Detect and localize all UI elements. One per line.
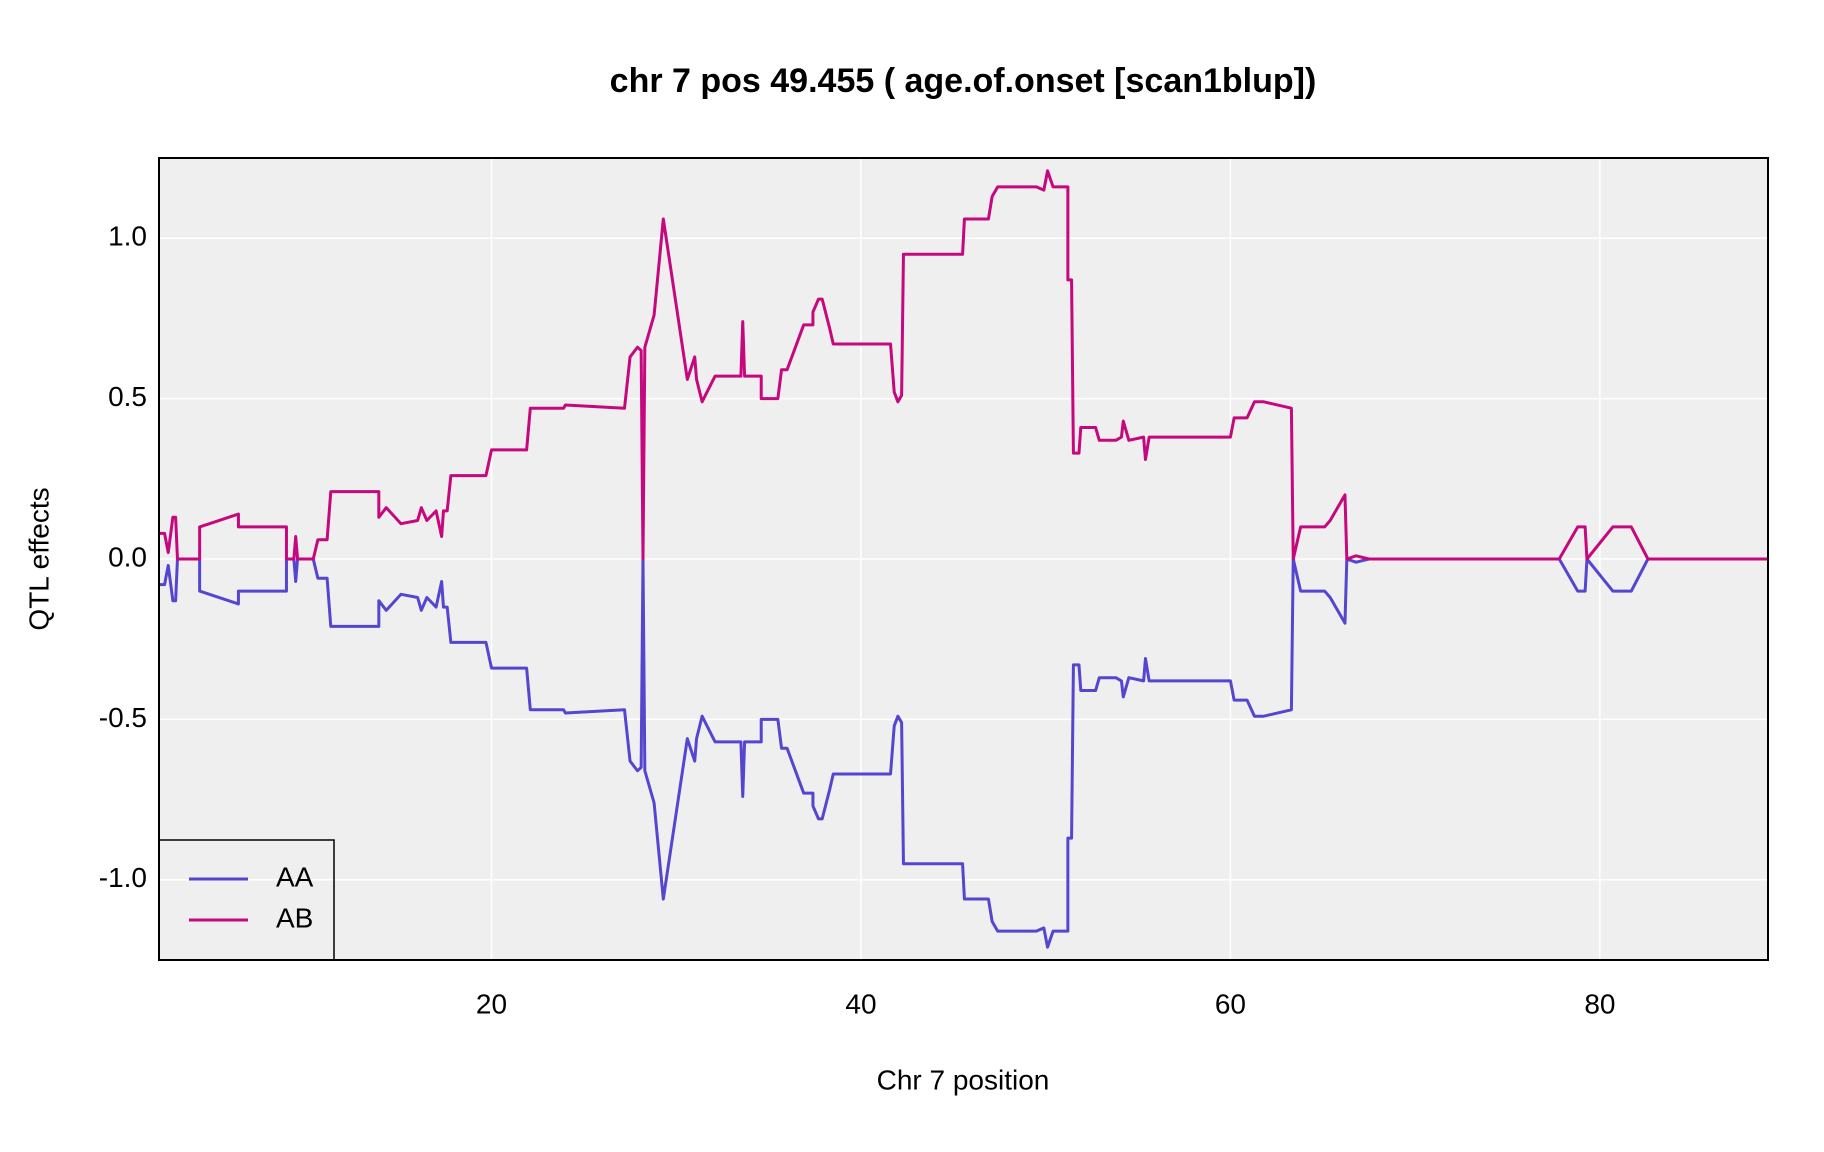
- series-line: [159, 169, 1768, 561]
- x-axis-label: Chr 7 position: [877, 1064, 1050, 1095]
- y-axis-label: QTL effects: [23, 487, 54, 630]
- x-tick-label: 20: [476, 988, 507, 1019]
- x-tick-label: 60: [1215, 988, 1246, 1019]
- y-tick-label: -1.0: [99, 862, 147, 893]
- plot-frame: [158, 157, 1769, 961]
- legend-label: AB: [276, 902, 313, 933]
- y-tick-label: -0.5: [99, 702, 147, 733]
- legend-label: AA: [276, 861, 314, 892]
- legend-box: [158, 839, 335, 961]
- series-line: [159, 557, 1768, 949]
- y-tick-label: 1.0: [108, 221, 147, 252]
- x-tick-label: 80: [1584, 988, 1615, 1019]
- x-tick-label: 40: [845, 988, 876, 1019]
- y-tick-label: 0.5: [108, 381, 147, 412]
- chart-title: chr 7 pos 49.455 ( age.of.onset [scan1bl…: [610, 62, 1317, 100]
- y-tick-label: 0.0: [108, 541, 147, 572]
